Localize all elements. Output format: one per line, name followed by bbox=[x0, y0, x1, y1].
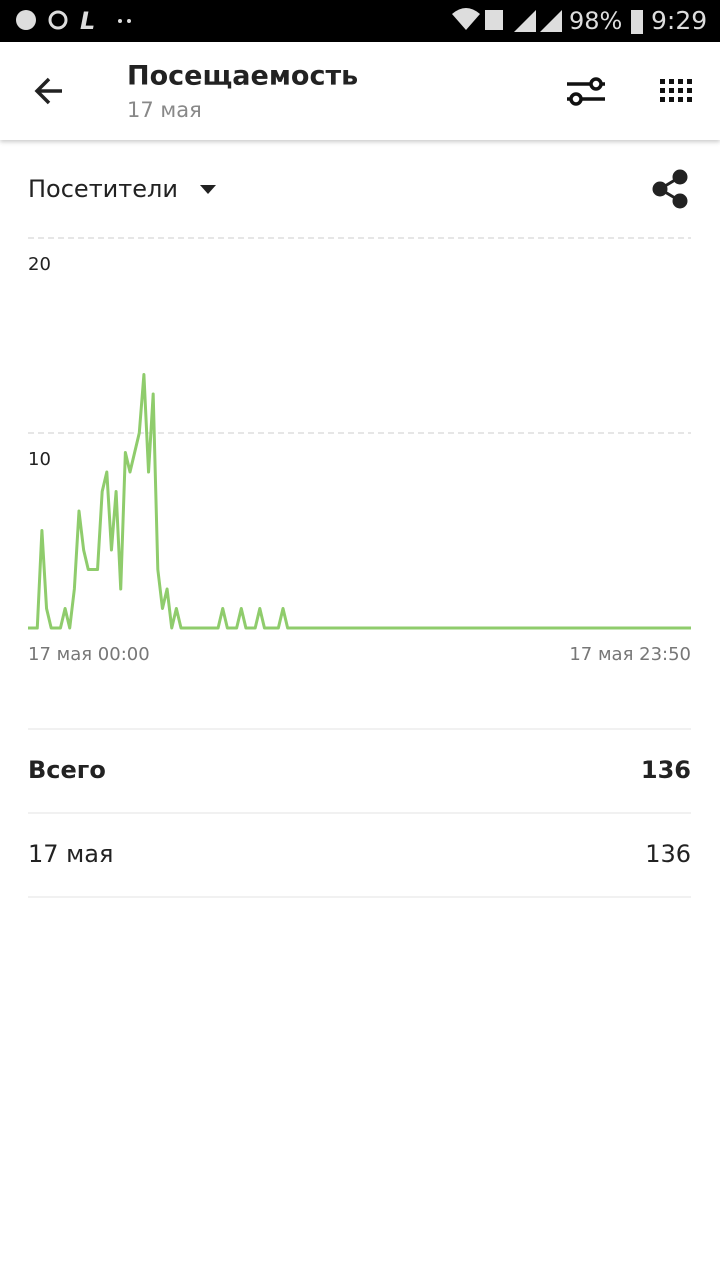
row-value: 136 bbox=[641, 756, 691, 784]
svg-text:L: L bbox=[80, 7, 95, 35]
app-bar bbox=[0, 42, 720, 140]
chart: 10 20 17 мая 00:00 17 мая 23:50 bbox=[28, 237, 691, 665]
row-label: 17 мая bbox=[28, 840, 113, 868]
metric-selector[interactable]: Посетители bbox=[28, 175, 178, 203]
x-tick-label: 17 мая 23:50 bbox=[569, 644, 691, 665]
back-button[interactable] bbox=[34, 77, 62, 105]
status-icons: L bbox=[16, 7, 643, 35]
y-tick-label: 20 bbox=[28, 254, 51, 275]
row-value: 136 bbox=[645, 840, 691, 868]
screen-subtitle: 17 мая bbox=[127, 98, 202, 122]
summary-table: Всего 136 17 мая 136 bbox=[28, 728, 691, 898]
x-tick-label: 17 мая 00:00 bbox=[28, 644, 150, 665]
grid-menu-button[interactable] bbox=[660, 79, 692, 102]
screen-title: Посещаемость bbox=[127, 61, 358, 92]
filter-button[interactable] bbox=[567, 77, 605, 106]
clock: 9:29 bbox=[651, 6, 707, 35]
row-label: Всего bbox=[28, 756, 106, 784]
y-tick-label: 10 bbox=[28, 449, 51, 470]
dropdown-arrow[interactable] bbox=[200, 185, 216, 194]
share-button[interactable] bbox=[652, 169, 688, 209]
battery-level: 98% bbox=[569, 7, 622, 35]
data-line bbox=[28, 373, 691, 630]
